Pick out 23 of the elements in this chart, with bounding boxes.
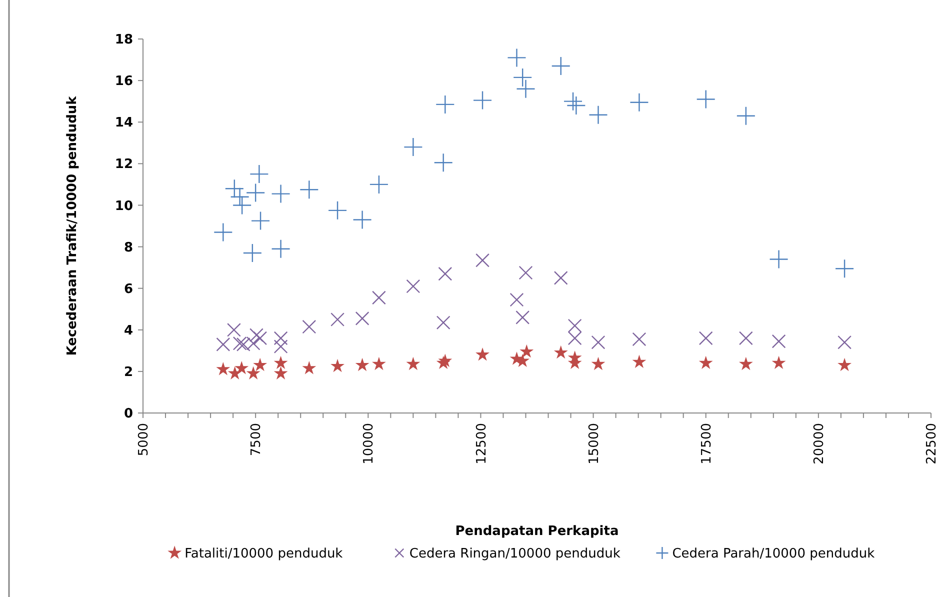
y-tick-label: 6: [124, 282, 133, 297]
x-tick-label: 12500: [474, 423, 490, 464]
y-tick-label: 0: [124, 406, 133, 422]
x-tick-label: 17500: [699, 423, 714, 464]
x-tick-label: 5000: [136, 423, 152, 456]
y-tick-label: 10: [114, 198, 133, 214]
y-tick-label: 14: [114, 116, 133, 131]
y-tick-label: 2: [124, 364, 133, 380]
y-tick-label: 8: [124, 240, 133, 256]
legend-label: Fataliti/10000 penduduk: [184, 546, 344, 562]
x-axis-title: Pendapatan Perkapita: [455, 524, 619, 539]
x-tick-label: 10000: [362, 423, 377, 464]
y-tick-label: 16: [114, 74, 133, 90]
legend-label: Cedera Parah/10000 penduduk: [672, 546, 876, 562]
y-tick-label: 4: [124, 323, 133, 338]
x-tick-label: 20000: [812, 423, 827, 464]
y-tick-label: 12: [114, 157, 133, 172]
x-tick-label: 7500: [249, 423, 264, 456]
y-axis-title: Kecederaan Trafik/10000 penduduk: [65, 96, 80, 356]
x-tick-label: 15000: [586, 423, 602, 464]
legend-label: Cedera Ringan/10000 penduduk: [409, 546, 621, 562]
x-tick-label: 22500: [924, 423, 940, 464]
y-tick-label: 18: [114, 32, 133, 48]
